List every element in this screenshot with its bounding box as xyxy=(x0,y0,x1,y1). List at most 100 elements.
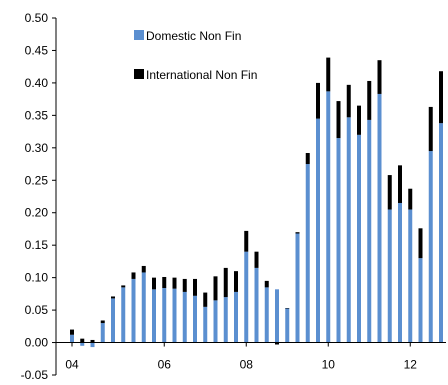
x-tick-label: 10 xyxy=(322,358,336,372)
bar-international-28 xyxy=(357,105,361,135)
bar-domestic-25 xyxy=(326,91,331,343)
bar-international-31 xyxy=(387,175,392,210)
bar-international-36 xyxy=(439,71,443,124)
bar-domestic-22 xyxy=(295,233,300,343)
bar-international-0 xyxy=(70,329,74,335)
bar-domestic-23 xyxy=(305,164,310,343)
bar-international-10 xyxy=(172,277,177,289)
bar-domestic-29 xyxy=(367,119,372,343)
legend-swatch-domestic xyxy=(134,30,144,40)
bar-international-30 xyxy=(377,60,382,94)
legend-label-international: International Non Fin xyxy=(146,68,257,82)
legend-label-domestic: Domestic Non Fin xyxy=(146,29,241,43)
bar-international-19 xyxy=(264,280,269,288)
bar-domestic-13 xyxy=(203,306,208,343)
bar-domestic-33 xyxy=(408,209,413,343)
bar-international-9 xyxy=(162,276,167,289)
bar-international-7 xyxy=(141,265,146,273)
x-tick-label: 06 xyxy=(158,358,172,372)
bar-international-29 xyxy=(367,80,372,120)
bar-domestic-28 xyxy=(357,134,361,343)
y-tick-label: 0.00 xyxy=(25,336,49,350)
bar-international-1 xyxy=(80,338,85,343)
bar-international-21 xyxy=(285,308,290,309)
bar-international-35 xyxy=(428,106,433,152)
bar-domestic-4 xyxy=(111,298,115,343)
bar-international-27 xyxy=(346,84,351,118)
bar-domestic-16 xyxy=(234,291,238,343)
y-tick-label: 0.45 xyxy=(25,43,49,57)
y-tick-label: 0.15 xyxy=(25,238,49,252)
bar-domestic-24 xyxy=(316,118,320,343)
y-tick-label: 0.20 xyxy=(25,206,49,220)
bar-domestic-11 xyxy=(182,291,187,343)
bar-international-14 xyxy=(213,276,218,301)
bar-international-15 xyxy=(223,267,228,298)
bar-domestic-17 xyxy=(244,251,249,343)
bar-series xyxy=(70,57,443,348)
bar-domestic-0 xyxy=(70,334,74,343)
bar-international-17 xyxy=(244,230,249,252)
bar-international-3 xyxy=(100,320,105,324)
x-tick-label: 04 xyxy=(65,358,79,372)
bar-international-25 xyxy=(326,57,331,92)
bar-domestic-10 xyxy=(172,288,177,343)
bar-domestic-35 xyxy=(428,151,433,343)
bar-domestic-7 xyxy=(141,272,146,343)
bar-domestic-19 xyxy=(264,287,269,343)
bar-international-24 xyxy=(316,82,320,119)
bar-domestic-18 xyxy=(254,267,259,343)
bar-domestic-14 xyxy=(213,300,218,343)
bar-international-11 xyxy=(182,278,187,292)
y-tick-label: 0.50 xyxy=(25,11,49,25)
y-tick-label: -0.05 xyxy=(21,368,49,382)
y-tick-label: 0.10 xyxy=(25,271,49,285)
bar-international-26 xyxy=(336,101,341,139)
bar-domestic-20 xyxy=(275,289,279,343)
bar-international-22 xyxy=(295,232,300,234)
y-tick-label: 0.30 xyxy=(25,141,49,155)
bar-international-16 xyxy=(234,271,238,292)
bar-domestic-6 xyxy=(131,278,136,343)
bar-international-8 xyxy=(152,277,156,290)
bar-domestic-31 xyxy=(387,209,392,343)
x-tick-label: 12 xyxy=(404,358,418,372)
bar-international-13 xyxy=(203,292,208,307)
bar-domestic-32 xyxy=(398,202,402,343)
bar-domestic-5 xyxy=(121,287,126,343)
bar-international-5 xyxy=(121,285,126,288)
bar-domestic-36 xyxy=(439,123,443,343)
bar-international-20 xyxy=(275,342,279,345)
bar-domestic-27 xyxy=(346,117,351,343)
y-tick-label: 0.05 xyxy=(25,303,49,317)
bar-international-18 xyxy=(254,251,259,268)
bar-international-6 xyxy=(131,272,136,279)
bar-domestic-1 xyxy=(80,342,85,346)
bar-international-23 xyxy=(305,153,310,165)
bar-international-4 xyxy=(111,296,115,299)
y-axis: -0.05 0.00 0.05 0.10 0.15 0.20 0.25 0.30 0.35 0.4… xyxy=(21,11,57,382)
bar-domestic-12 xyxy=(193,295,197,343)
bar-international-32 xyxy=(398,165,402,203)
bar-domestic-2 xyxy=(90,342,95,348)
y-tick-label: 0.25 xyxy=(25,173,49,187)
bar-international-34 xyxy=(418,228,423,259)
bar-domestic-9 xyxy=(162,288,167,343)
bar-domestic-26 xyxy=(336,138,341,343)
bar-international-12 xyxy=(193,278,197,296)
legend: Domestic Non Fin International Non Fin xyxy=(134,29,257,82)
legend-swatch-international xyxy=(134,69,144,79)
bar-domestic-15 xyxy=(223,297,228,343)
bar-domestic-3 xyxy=(100,323,105,343)
bar-domestic-8 xyxy=(152,289,156,343)
x-tick-label: 08 xyxy=(240,358,254,372)
bar-international-2 xyxy=(90,339,95,343)
bar-domestic-34 xyxy=(418,258,423,343)
bar-domestic-30 xyxy=(377,93,382,343)
x-axis: 04 06 08 10 12 xyxy=(56,342,446,372)
bar-domestic-21 xyxy=(285,308,290,343)
y-tick-label: 0.40 xyxy=(25,76,49,90)
bar-international-33 xyxy=(408,188,413,210)
y-tick-label: 0.35 xyxy=(25,108,49,122)
